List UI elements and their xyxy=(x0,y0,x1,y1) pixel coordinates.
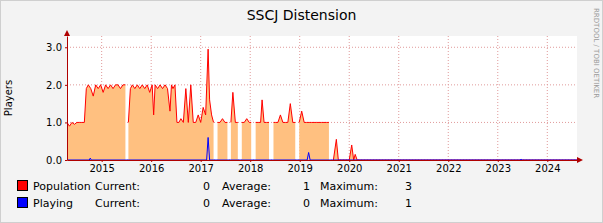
x-tick-mark xyxy=(250,160,251,162)
x-tick: 2019 xyxy=(287,160,312,174)
y-tick: 0.0 xyxy=(46,155,67,166)
legend-stat-label: Current: xyxy=(95,180,140,193)
y-tick-label: 2.0 xyxy=(46,80,62,91)
x-tick: 2017 xyxy=(188,160,213,174)
x-tick-label: 2024 xyxy=(535,163,560,174)
y-tick-label: 1.0 xyxy=(46,117,62,128)
legend-entry: Playing Current: 0 Average: 0 Maximum: 1 xyxy=(18,197,413,210)
x-tick-label: 2022 xyxy=(436,163,461,174)
x-tick-label: 2016 xyxy=(139,163,164,174)
x-tick-mark xyxy=(448,160,449,162)
y-tick: 3.0 xyxy=(46,42,67,53)
legend-stat-value: 1 xyxy=(303,180,310,193)
grid-line xyxy=(497,36,498,160)
x-tick-label: 2015 xyxy=(89,163,114,174)
grid-line xyxy=(448,36,449,160)
x-tick-mark xyxy=(498,160,499,162)
legend-entry: Population Current: 0 Average: 1 Maximum: 3 xyxy=(18,180,413,193)
grid-line xyxy=(67,47,577,48)
x-tick-label: 2017 xyxy=(188,163,213,174)
plot-background xyxy=(67,36,577,160)
y-tick: 1.0 xyxy=(46,117,67,128)
grid-line xyxy=(349,36,350,160)
x-tick-mark xyxy=(300,160,301,162)
x-tick-mark xyxy=(349,160,350,162)
x-axis-arrow xyxy=(577,157,583,163)
y-axis-arrow xyxy=(64,30,70,36)
x-tick-mark xyxy=(399,160,400,162)
x-tick: 2020 xyxy=(337,160,362,174)
series-line xyxy=(67,137,577,160)
legend-label: Population xyxy=(33,180,91,193)
legend-stat-value: 3 xyxy=(405,180,412,193)
x-axis-line xyxy=(68,160,578,161)
legend-stat-label: Average: xyxy=(222,197,271,210)
x-tick-mark xyxy=(102,160,103,162)
legend-stat-label: Maximum: xyxy=(320,180,378,193)
title: SSCJ Distension xyxy=(247,7,357,23)
x-tick-label: 2020 xyxy=(337,163,362,174)
x-tick: 2021 xyxy=(387,160,412,174)
series-line xyxy=(67,49,577,160)
y-tick: 2.0 xyxy=(46,80,67,91)
y-tick-mark xyxy=(65,85,67,86)
x-tick: 2018 xyxy=(238,160,263,174)
legend-stat-value: 1 xyxy=(405,197,412,210)
legend-label: Playing xyxy=(33,197,73,210)
y-axis-line xyxy=(67,37,68,161)
x-tick: 2015 xyxy=(89,160,114,174)
grid-line xyxy=(67,84,577,85)
legend-swatch xyxy=(18,198,28,208)
x-tick-label: 2019 xyxy=(287,163,312,174)
x-tick: 2022 xyxy=(436,160,461,174)
canvas xyxy=(1,1,603,223)
x-axis: 2015 2016 2017 2018 2019 2020 2021 2022 2023 2024 xyxy=(68,160,578,174)
series-area xyxy=(67,49,577,160)
grid-line xyxy=(547,36,548,160)
watermark: RRDTOOL / TOBI OETIKER xyxy=(592,8,600,98)
plot-marks xyxy=(67,49,577,160)
legend-stat-label: Current: xyxy=(95,197,140,210)
legend-swatch xyxy=(18,181,28,191)
x-tick: 2016 xyxy=(139,160,164,174)
x-tick-mark xyxy=(547,160,548,162)
x-tick-label: 2023 xyxy=(486,163,511,174)
y-axis: 0.0 1.0 2.0 3.0 xyxy=(46,37,67,166)
x-tick-mark xyxy=(201,160,202,162)
y-tick-mark xyxy=(65,122,67,123)
y-axis-title: Players xyxy=(3,80,14,116)
legend-stat-label: Maximum: xyxy=(320,197,378,210)
x-tick: 2023 xyxy=(486,160,511,174)
y-tick-mark xyxy=(65,160,67,161)
chart: 2015 2016 2017 2018 2019 2020 2021 2022 2023 2024… xyxy=(0,0,603,223)
x-tick-label: 2021 xyxy=(387,163,412,174)
legend-stat-value: 0 xyxy=(203,197,210,210)
y-tick-label: 0.0 xyxy=(46,155,62,166)
y-tick-mark xyxy=(65,47,67,48)
legend-stat-value: 0 xyxy=(303,197,310,210)
grid xyxy=(67,36,577,160)
legend-stat-value: 0 xyxy=(203,180,210,193)
x-tick: 2024 xyxy=(535,160,560,174)
x-tick-label: 2018 xyxy=(238,163,263,174)
grid-line xyxy=(398,36,399,160)
legend-stat-label: Average: xyxy=(222,180,271,193)
x-tick-mark xyxy=(151,160,152,162)
y-tick-label: 3.0 xyxy=(46,42,62,53)
